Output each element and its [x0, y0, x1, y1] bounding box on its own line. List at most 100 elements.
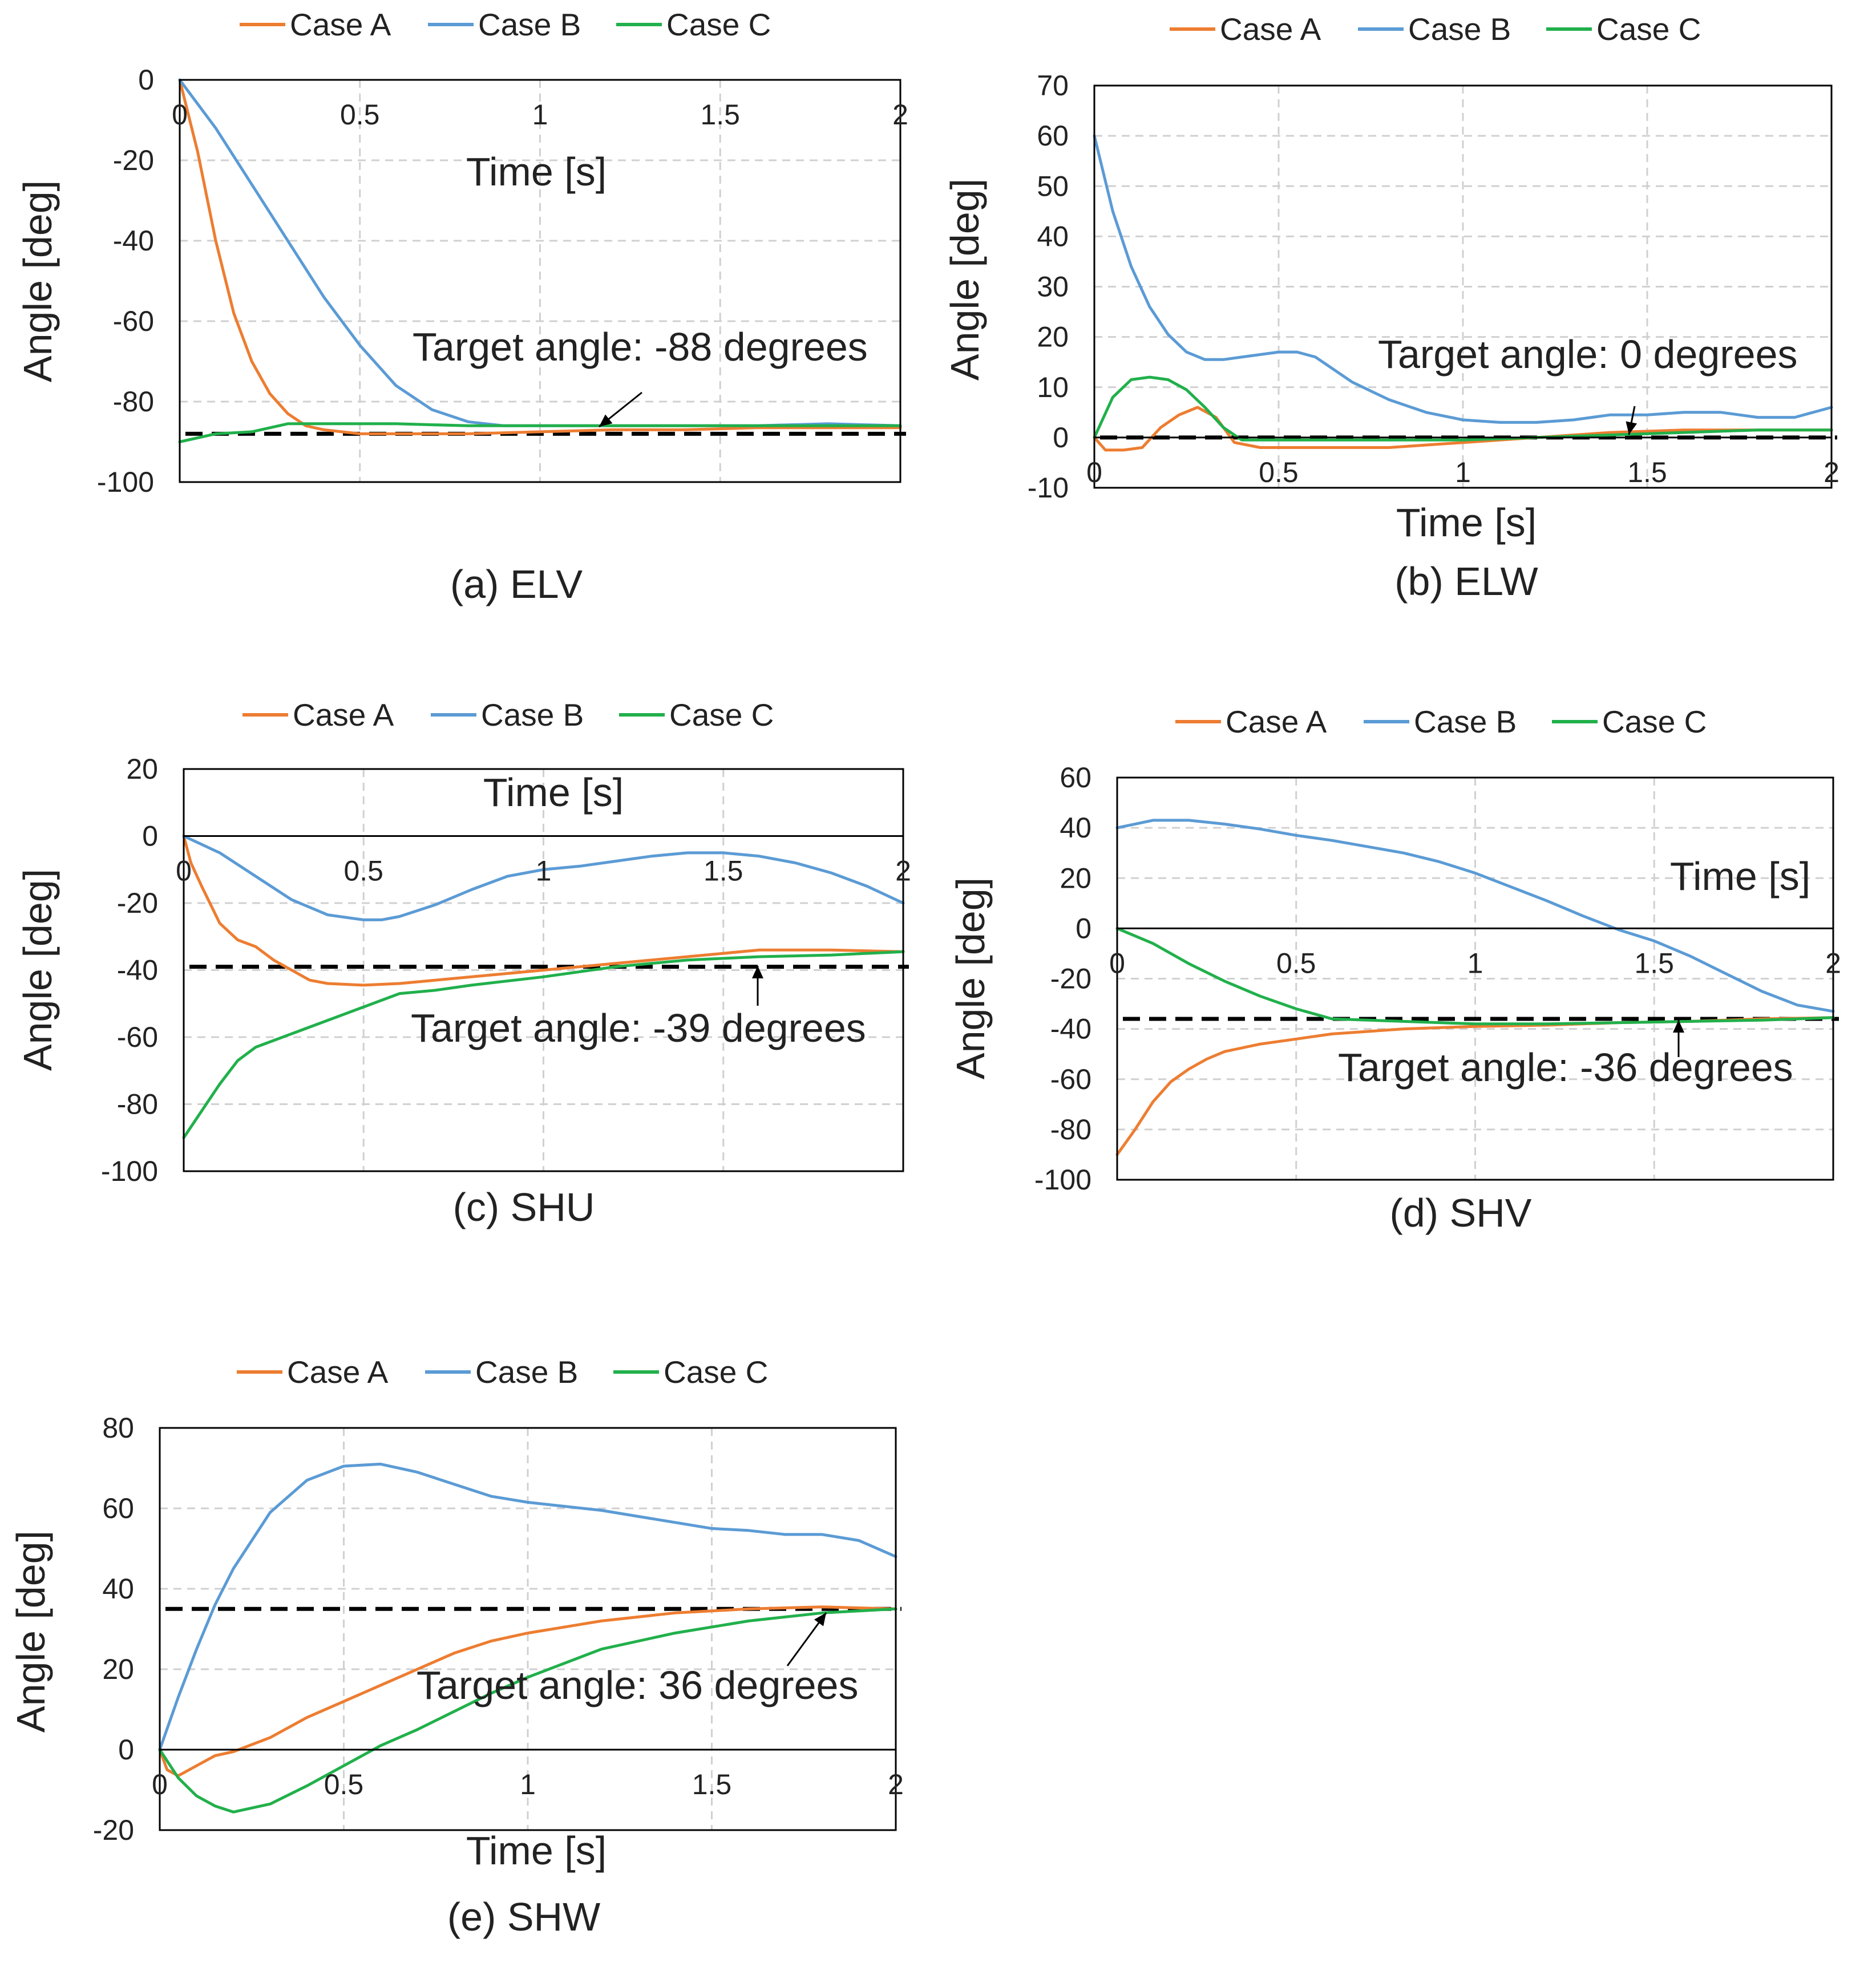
chart-d-xtick-label: 1	[1467, 947, 1483, 979]
chart-c-ytick-label: 20	[126, 753, 158, 785]
chart-a-ytick-label: -40	[113, 225, 154, 257]
chart-d-xtick-label: 1.5	[1634, 947, 1674, 979]
chart-d-legend: Case A Case B Case C	[1175, 704, 1707, 739]
chart-a-xlabel: Time [s]	[466, 149, 607, 194]
chart-b-xtick-label: 0.5	[1259, 456, 1299, 488]
chart-a-xtick-label: 2	[892, 99, 908, 131]
chart-b-caption: (b) ELW	[1394, 559, 1538, 604]
chart-b-series-case-b	[1093, 134, 1833, 424]
chart-a-grid	[180, 80, 900, 482]
chart-d-ytick-label: -80	[1050, 1114, 1091, 1146]
chart-e-ticks: 80 60 40 20 0 -20 0 0.5 1 1.5 2	[93, 1412, 904, 1846]
chart-e-arrow-head	[814, 1613, 826, 1626]
chart-d-legend-label: Case A	[1226, 704, 1327, 739]
chart-c-xtick-label: 2	[895, 855, 911, 887]
chart-d-xtick-label: 2	[1825, 947, 1841, 979]
chart-d-arrow-head	[1673, 1020, 1684, 1033]
chart-c-ytick-label: -80	[117, 1088, 158, 1120]
chart-d-ytick-label: 20	[1060, 862, 1091, 894]
chart-d-ytick-label: -40	[1050, 1013, 1091, 1045]
chart-b-legend-label: Case B	[1408, 11, 1511, 47]
chart-e: 80 60 40 20 0 -20 0 0.5 1 1.5 2 Case A Case B Case C…	[9, 1354, 904, 1939]
chart-e-legend-label: Case B	[475, 1354, 578, 1390]
chart-b-legend-label: Case C	[1596, 11, 1701, 47]
chart-c-ytick-label: 0	[142, 820, 158, 852]
chart-c-ylabel: Angle [deg]	[15, 869, 60, 1071]
chart-b-xtick-label: 1.5	[1627, 456, 1667, 488]
chart-e-legend: Case A Case B Case C	[237, 1354, 768, 1390]
chart-b-axes	[1093, 84, 1833, 489]
chart-e-xlabel: Time [s]	[466, 1828, 607, 1873]
chart-b-ytick-label: 0	[1053, 422, 1069, 454]
chart-e-xtick-label: 2	[888, 1768, 904, 1800]
chart-e-ytick-label: -20	[93, 1814, 134, 1846]
chart-a-ticks: 0 -20 -40 -60 -80 -100 0 0.5 1 1.5 2	[97, 64, 908, 498]
chart-a-arrow-head	[599, 414, 613, 427]
chart-c-xtick-label: 1.5	[704, 855, 743, 887]
chart-a-ytick-label: -60	[113, 305, 154, 337]
chart-a-legend: Case A Case B Case C	[240, 7, 771, 42]
chart-c-legend: Case A Case B Case C	[242, 697, 774, 732]
chart-b-ytick-label: 40	[1037, 220, 1069, 252]
chart-b-ticks: 70 60 50 40 30 20 10 0 -10 0 0.5 1 1.5 2	[1028, 70, 1839, 504]
chart-e-annotation: Target angle: 36 degrees	[417, 1663, 858, 1707]
chart-c-legend-label: Case A	[293, 697, 394, 732]
chart-e-ytick-label: 40	[102, 1573, 134, 1605]
chart-d-ytick-label: 0	[1076, 912, 1091, 944]
chart-e-ylabel: Angle [deg]	[9, 1531, 53, 1733]
chart-d-axes	[1116, 776, 1834, 1181]
chart-c-arrow-head	[752, 966, 763, 978]
chart-e-xtick-label: 1.5	[692, 1768, 732, 1800]
chart-a-series-case-a	[178, 78, 902, 435]
chart-b-arrow-head	[1626, 421, 1638, 435]
chart-d-ylabel: Angle [deg]	[948, 877, 993, 1079]
chart-a-ytick-label: -80	[113, 386, 154, 418]
chart-b-ylabel: Angle [deg]	[943, 179, 987, 381]
chart-d-ytick-label: -20	[1050, 963, 1091, 995]
chart-b-legend-label: Case A	[1220, 11, 1321, 47]
chart-a-caption: (a) ELV	[450, 562, 583, 606]
chart-b-grid	[1094, 86, 1831, 488]
chart-c-annotation-arrow	[752, 966, 763, 1006]
chart-b-plot-frame	[1093, 84, 1833, 489]
chart-b-annotation: Target angle: 0 degrees	[1378, 332, 1798, 377]
chart-a-ylabel: Angle [deg]	[15, 180, 60, 382]
chart-b-xlabel: Time [s]	[1396, 500, 1537, 545]
chart-c-legend-label: Case B	[481, 697, 584, 732]
chart-c-ytick-label: -20	[117, 887, 158, 919]
chart-a-legend-label: Case A	[290, 7, 391, 42]
chart-d-xtick-label: 0.5	[1276, 947, 1316, 979]
chart-c-xtick-label: 1	[536, 855, 552, 887]
chart-a-legend-label: Case B	[478, 7, 581, 42]
chart-c-legend-label: Case C	[669, 697, 774, 732]
chart-b-series-case-a	[1093, 406, 1833, 452]
chart-d-ytick-label: 40	[1060, 812, 1091, 844]
chart-c-xtick-label: 0.5	[343, 855, 383, 887]
chart-d-legend-label: Case B	[1414, 704, 1517, 739]
chart-e-legend-label: Case C	[664, 1354, 768, 1390]
chart-b-series	[1093, 134, 1833, 452]
chart-b-series-case-c	[1093, 375, 1833, 442]
chart-e-xtick-label: 0	[152, 1768, 168, 1800]
chart-c-series-case-c	[182, 950, 905, 1139]
chart-d-xtick-label: 0	[1109, 947, 1125, 979]
chart-a-ytick-label: -100	[97, 466, 154, 498]
chart-d-caption: (d) SHV	[1390, 1191, 1532, 1235]
chart-e-ytick-label: 60	[102, 1492, 134, 1524]
chart-a-ytick-label: 0	[138, 64, 154, 96]
chart-e-plot-frame	[159, 1427, 897, 1831]
chart-a-series-case-c	[178, 422, 902, 443]
chart-e-ytick-label: 80	[102, 1412, 134, 1444]
chart-d-ytick-label: 60	[1060, 762, 1091, 794]
chart-d-xlabel: Time [s]	[1670, 854, 1810, 899]
chart-e-series	[158, 1462, 897, 1814]
chart-a-xtick-label: 0.5	[340, 99, 380, 131]
chart-e-xtick-label: 0.5	[324, 1768, 364, 1800]
chart-b-ytick-label: 70	[1037, 70, 1069, 102]
chart-a-annotation: Target angle: -88 degrees	[413, 325, 868, 369]
chart-b-ytick-label: 60	[1037, 120, 1069, 152]
chart-c-axes	[183, 768, 904, 1172]
